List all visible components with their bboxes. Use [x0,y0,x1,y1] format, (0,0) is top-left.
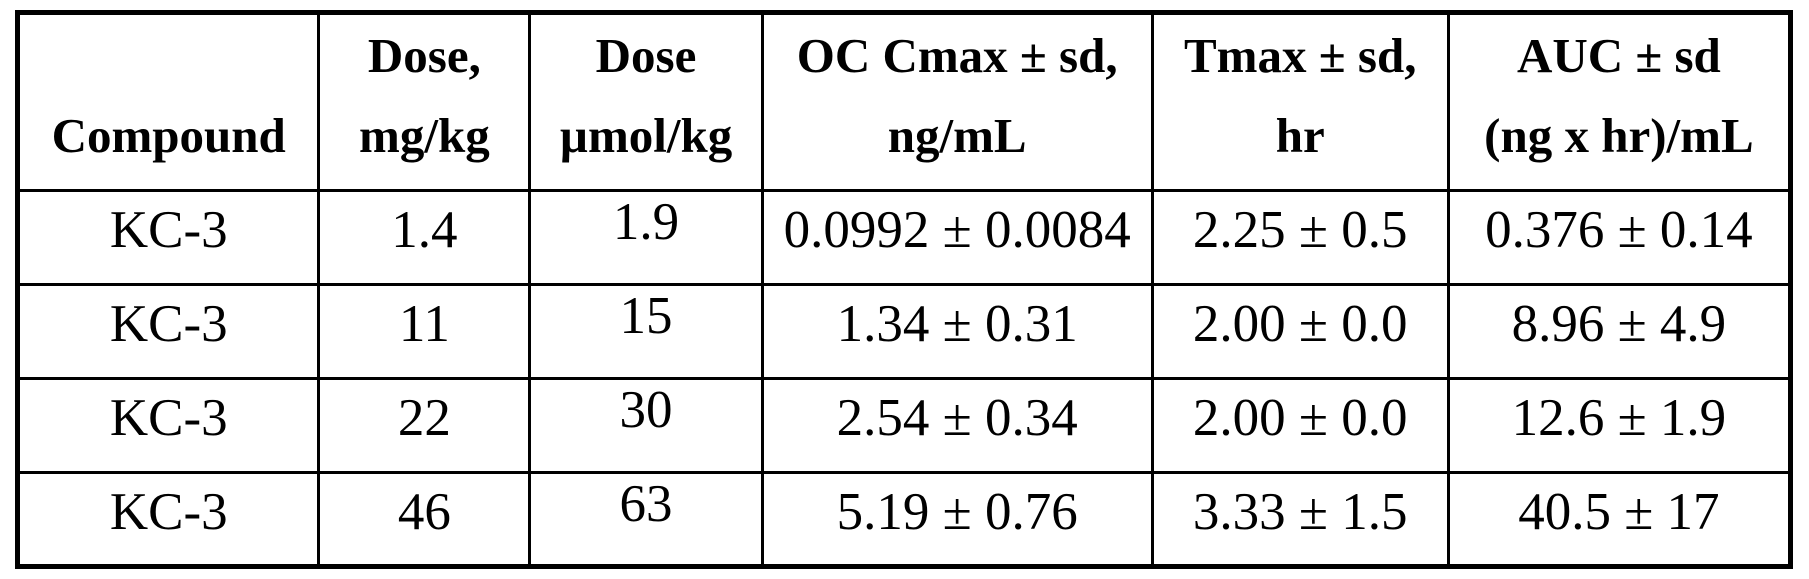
header-line-dose: Dose, [367,27,481,83]
header-line-auc-unit: (ng x hr)/mL [1484,107,1754,163]
cell-tmax: 3.33 ± 1.5 [1150,471,1450,568]
header-line-cmax-unit: ng/mL [887,107,1027,163]
header-line-dose-unit: µmol/kg [559,107,733,163]
cell-dose-umol: 63 [528,471,764,568]
header-cell-cmax: OC Cmax ± sd, ng/mL [760,11,1154,192]
cell-compound: KC-3 [15,189,321,286]
cell-compound: KC-3 [15,377,321,474]
cell-dose-umol: 30 [528,377,764,474]
cell-dose-mg: 22 [317,377,532,474]
header-line-tmax-unit: hr [1275,107,1325,163]
cell-cmax: 1.34 ± 0.31 [760,283,1154,380]
cell-dose-mg: 46 [317,471,532,568]
cell-auc: 8.96 ± 4.9 [1446,283,1793,380]
header-cell-dose-mg: Dose, mg/kg [317,11,532,192]
cell-dose-mg: 1.4 [317,189,532,286]
table-row: KC-3 1.4 1.9 0.0992 ± 0.0084 2.25 ± 0.5 … [15,189,1793,286]
cell-dose-umol: 15 [528,283,764,380]
cell-dose-mg: 11 [317,283,532,380]
cell-cmax: 5.19 ± 0.76 [760,471,1154,568]
cell-tmax: 2.00 ± 0.0 [1150,283,1450,380]
cell-auc: 12.6 ± 1.9 [1446,377,1793,474]
cell-cmax: 2.54 ± 0.34 [760,377,1154,474]
cell-auc: 40.5 ± 17 [1446,471,1793,568]
pharmacokinetics-table: Compound Dose, mg/kg Dose µmol/kg OC Cma… [15,10,1793,569]
header-line-cmax: OC Cmax ± sd, [796,27,1118,83]
header-row: Compound Dose, mg/kg Dose µmol/kg OC Cma… [15,11,1793,192]
header-cell-auc: AUC ± sd (ng x hr)/mL [1446,11,1793,192]
cell-tmax: 2.00 ± 0.0 [1150,377,1450,474]
cell-compound: KC-3 [15,283,321,380]
header-line-tmax: Tmax ± sd, [1183,27,1417,83]
header-line-blank [21,16,316,96]
table-row: KC-3 22 30 2.54 ± 0.34 2.00 ± 0.0 12.6 ±… [15,377,1793,474]
cell-cmax: 0.0992 ± 0.0084 [760,189,1154,286]
header-line-dose-unit: mg/kg [359,107,490,163]
cell-compound: KC-3 [15,471,321,568]
table-row: KC-3 11 15 1.34 ± 0.31 2.00 ± 0.0 8.96 ±… [15,283,1793,380]
table-row: KC-3 46 63 5.19 ± 0.76 3.33 ± 1.5 40.5 ±… [15,471,1793,568]
header-cell-tmax: Tmax ± sd, hr [1150,11,1450,192]
cell-tmax: 2.25 ± 0.5 [1150,189,1450,286]
cell-dose-umol: 1.9 [528,189,764,286]
header-line-compound: Compound [51,107,286,163]
header-line-auc: AUC ± sd [1516,27,1721,83]
header-cell-dose-umol: Dose µmol/kg [528,11,764,192]
cell-auc: 0.376 ± 0.14 [1446,189,1793,286]
header-cell-compound: Compound [15,11,321,192]
header-line-dose: Dose [595,27,697,83]
